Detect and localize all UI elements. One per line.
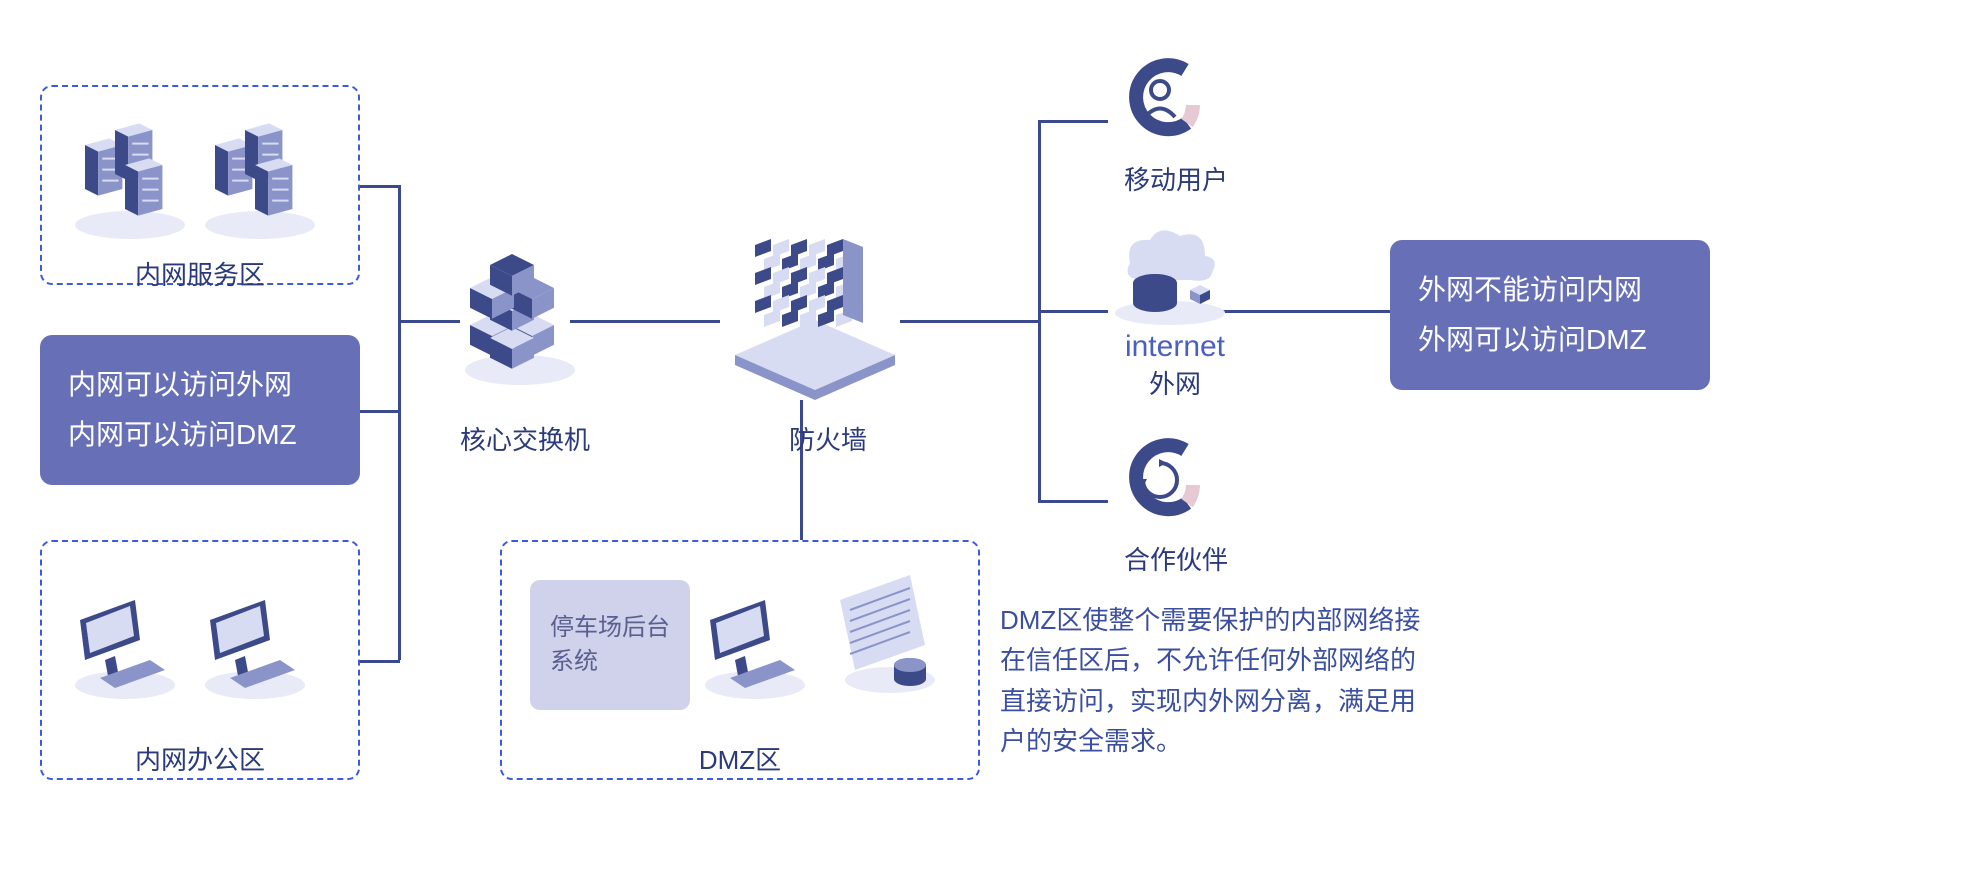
firewall-label: 防火墙 (768, 420, 888, 457)
rule-box-internal: 内网可以访问外网 内网可以访问DMZ (40, 335, 360, 485)
core-switch-label: 核心交换机 (445, 420, 605, 457)
workstations-icon (60, 560, 340, 720)
core-switch-icon (455, 230, 585, 390)
rule-box-external: 外网不能访问内网 外网可以访问DMZ (1390, 240, 1710, 390)
partner-label: 合作伙伴 (1106, 540, 1246, 577)
dmz-description: DMZ区使整个需要保护的内部网络接在信任区后，不允许任何外部网络的直接访问，实现… (1000, 600, 1430, 761)
internet-subtitle: 外网 (1095, 364, 1255, 401)
rule-line: 内网可以访问DMZ (68, 410, 332, 460)
dmz-servers-icon (700, 560, 970, 720)
rule-line: 内网可以访问外网 (68, 360, 332, 410)
firewall-icon (715, 205, 915, 405)
internet-icon (1100, 218, 1240, 328)
servers-icon (55, 95, 345, 245)
rule-line: 外网不能访问内网 (1418, 265, 1682, 315)
zone-dmz-label: DMZ区 (500, 740, 980, 777)
mobile-user-icon (1115, 55, 1205, 145)
mobile-user-label: 移动用户 (1106, 160, 1246, 197)
dmz-backend-text: 停车场后台系统 (550, 611, 670, 678)
rule-line: 外网可以访问DMZ (1418, 315, 1682, 365)
zone-internal-service-label: 内网服务区 (40, 255, 360, 292)
internet-title: internet (1095, 330, 1255, 364)
zone-internal-office-label: 内网办公区 (40, 740, 360, 777)
internet-label: internet 外网 (1095, 330, 1255, 401)
partner-icon (1115, 435, 1205, 525)
dmz-backend-box: 停车场后台系统 (530, 580, 690, 710)
